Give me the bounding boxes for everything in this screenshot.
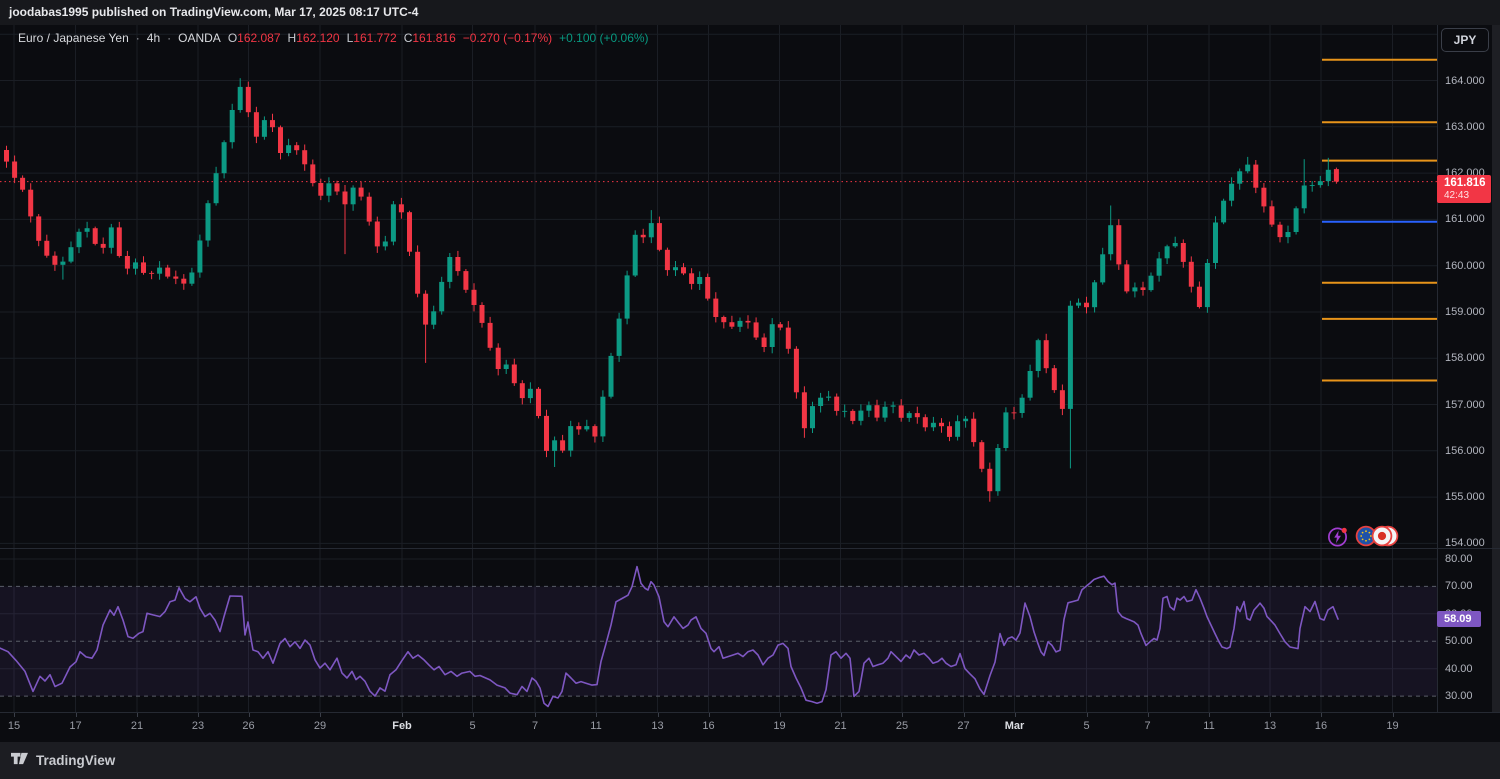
price-tick-label: 159.000 bbox=[1445, 306, 1485, 318]
time-tick-mark bbox=[596, 713, 597, 717]
time-tick-label: 26 bbox=[242, 720, 255, 732]
time-tick-mark bbox=[708, 713, 710, 717]
time-tick-label: 19 bbox=[1386, 720, 1399, 732]
pane-separator[interactable] bbox=[0, 548, 1500, 549]
time-tick-mark bbox=[472, 713, 474, 717]
rsi-tick-label: 70.00 bbox=[1445, 580, 1473, 593]
last-price-value: 161.816 bbox=[1444, 176, 1486, 189]
bar-change: −0.270 (−0.17%) bbox=[462, 31, 553, 45]
rsi-tick-label: 50.00 bbox=[1445, 635, 1473, 648]
brand-name[interactable]: TradingView bbox=[36, 753, 116, 768]
time-tick-label: 11 bbox=[1203, 720, 1215, 732]
rsi-value-label: 58.09 bbox=[1437, 611, 1481, 628]
time-tick-label: 15 bbox=[7, 720, 21, 732]
time-tick-label: 25 bbox=[895, 720, 909, 732]
time-tick-mark bbox=[14, 713, 15, 717]
time-tick-label: 29 bbox=[313, 720, 327, 732]
rsi-tick-label: 80.00 bbox=[1445, 553, 1473, 565]
time-tick-mark bbox=[535, 713, 536, 717]
timeframe-label[interactable]: 4h bbox=[146, 31, 161, 45]
price-axis[interactable]: 164.000 163.000 162.000 161.000 160.000 159.0… bbox=[1437, 25, 1500, 712]
price-tick-label: 155.000 bbox=[1445, 491, 1485, 504]
time-axis[interactable]: 15 17 21 23 26 29 Feb 5 7 11 13 16 19 21 25 27 Mar 5 7 11 13… bbox=[0, 713, 1437, 742]
open-value: O162.087 bbox=[227, 31, 281, 45]
price-tick-label: 154.000 bbox=[1445, 537, 1485, 550]
price-tick-label: 158.000 bbox=[1445, 352, 1485, 365]
time-tick-mark bbox=[1392, 713, 1394, 717]
time-tick-mark bbox=[779, 713, 781, 717]
legend-separator: · bbox=[135, 31, 140, 45]
time-tick-label: 27 bbox=[957, 720, 970, 732]
time-tick-mark bbox=[248, 713, 250, 717]
time-tick-label: 23 bbox=[191, 720, 205, 732]
pane-separator[interactable] bbox=[0, 712, 1500, 713]
time-tick-mark bbox=[1209, 713, 1210, 717]
bar-countdown: 42:43 bbox=[1444, 189, 1470, 201]
chart-legend: Euro / Japanese Yen · 4h · OANDA O162.08… bbox=[18, 31, 649, 45]
time-tick-mark bbox=[1014, 713, 1016, 717]
exchange-label: OANDA bbox=[178, 31, 221, 45]
rsi-chart[interactable] bbox=[0, 548, 1437, 712]
time-tick-label: 19 bbox=[773, 720, 786, 732]
rsi-tick-label: 40.00 bbox=[1445, 662, 1473, 675]
time-tick-label: 7 bbox=[1144, 720, 1151, 732]
time-tick-mark bbox=[1086, 713, 1088, 717]
time-tick-label: 7 bbox=[531, 720, 539, 732]
price-tick-label: 160.000 bbox=[1445, 259, 1485, 272]
time-tick-mark bbox=[137, 713, 138, 717]
attribution-text: joodabas1995 published on TradingView.co… bbox=[9, 5, 419, 19]
time-tick-label: 13 bbox=[1263, 720, 1277, 732]
time-tick-mark bbox=[320, 713, 321, 717]
time-tick-label: 21 bbox=[834, 720, 847, 732]
time-tick-mark bbox=[1321, 713, 1322, 717]
time-tick-label: 5 bbox=[469, 720, 476, 732]
low-value: L161.772 bbox=[346, 31, 397, 45]
price-tick-label: 156.000 bbox=[1445, 444, 1485, 457]
tradingview-logo-icon[interactable] bbox=[10, 750, 29, 772]
time-tick-mark bbox=[657, 713, 659, 717]
legend-separator: · bbox=[167, 31, 172, 45]
page-edge-strip bbox=[1492, 25, 1500, 712]
time-tick-mark bbox=[1147, 713, 1149, 717]
attribution-bar: joodabas1995 published on TradingView.co… bbox=[0, 0, 1500, 25]
rsi-tick-label: 30.00 bbox=[1445, 690, 1473, 703]
time-tick-mark bbox=[402, 713, 403, 717]
time-tick-label: Feb bbox=[392, 720, 412, 732]
session-change: +0.100 (+0.06%) bbox=[559, 31, 649, 45]
price-tick-label: 161.000 bbox=[1445, 213, 1485, 226]
lightning-icon bbox=[1326, 525, 1349, 553]
time-tick-label: 5 bbox=[1083, 720, 1090, 732]
time-tick-label: 21 bbox=[130, 720, 144, 732]
brand-bar: TradingView bbox=[0, 742, 1500, 779]
eurjpy-flags-icon bbox=[1355, 524, 1399, 553]
time-tick-mark bbox=[75, 713, 77, 717]
close-value: C161.816 bbox=[403, 31, 456, 45]
currency-toggle-button[interactable]: JPY bbox=[1441, 28, 1489, 52]
instrument-icons bbox=[1326, 524, 1399, 553]
price-tick-label: 157.000 bbox=[1445, 398, 1485, 411]
last-price-label: 161.816 42:43 bbox=[1437, 174, 1491, 203]
time-tick-label: 11 bbox=[590, 720, 602, 732]
time-tick-label: 16 bbox=[1314, 720, 1328, 732]
symbol-title[interactable]: Euro / Japanese Yen bbox=[18, 31, 129, 45]
time-tick-mark bbox=[963, 713, 965, 717]
time-tick-label: 13 bbox=[651, 720, 664, 732]
time-tick-label: 16 bbox=[702, 720, 715, 732]
price-tick-label: 164.000 bbox=[1445, 74, 1485, 87]
high-value: H162.120 bbox=[287, 31, 340, 45]
candlestick-chart[interactable] bbox=[0, 25, 1437, 548]
time-tick-mark bbox=[840, 713, 842, 717]
time-tick-label: Mar bbox=[1004, 720, 1025, 732]
time-tick-mark bbox=[902, 713, 903, 717]
ohlc-values: O162.087 H162.120 L161.772 C161.816 bbox=[228, 31, 456, 45]
time-tick-label: 17 bbox=[69, 720, 82, 732]
time-tick-mark bbox=[198, 713, 199, 717]
price-tick-label: 163.000 bbox=[1445, 120, 1485, 133]
time-tick-mark bbox=[1270, 713, 1271, 717]
